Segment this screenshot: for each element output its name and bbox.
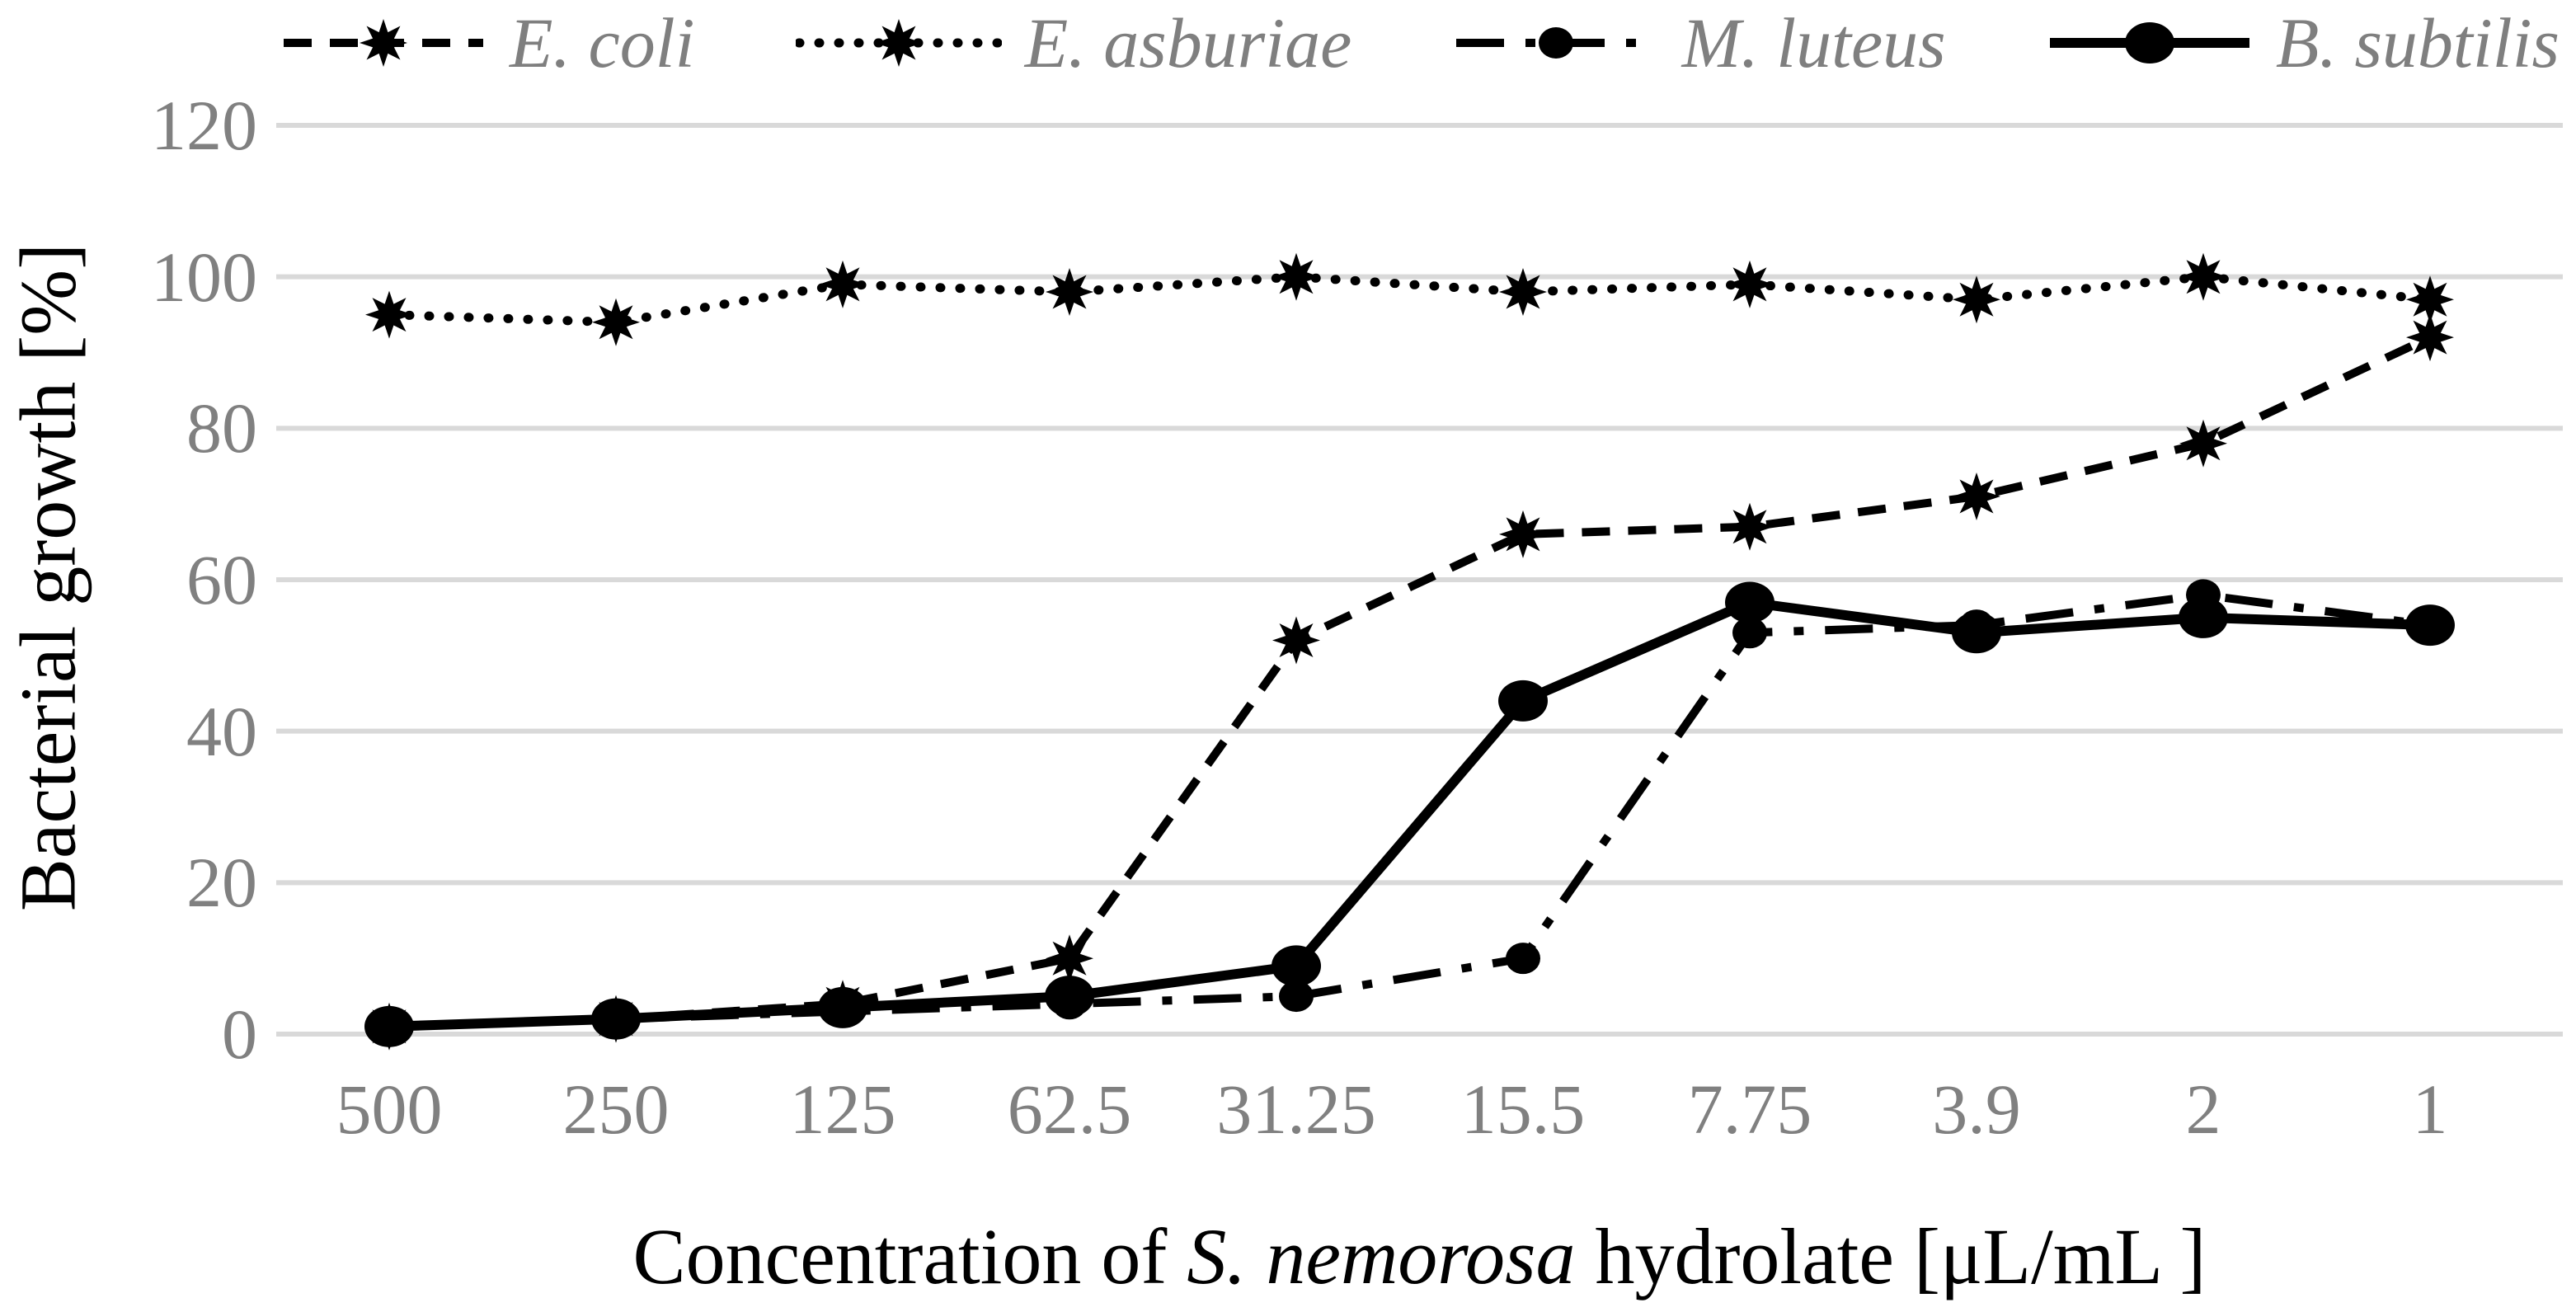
star-marker <box>819 260 867 308</box>
x-tick-label: 125 <box>789 1070 896 1149</box>
small-circle-marker <box>1506 943 1540 975</box>
star-marker <box>1953 473 2000 520</box>
x-tick-label: 62.5 <box>1007 1070 1132 1149</box>
chart-legend: E. coli E. asburiae M. luteus B. subtilis <box>280 2 2560 84</box>
star-marker <box>1499 268 1547 316</box>
star-marker <box>1046 934 1093 983</box>
x-axis-title-prefix: Concentration of <box>632 1212 1187 1300</box>
legend-item-m-luteus: M. luteus <box>1453 2 1946 84</box>
star-marker <box>1726 502 1774 551</box>
y-tick-label: 120 <box>151 86 257 165</box>
star-marker <box>2179 419 2227 468</box>
x-tick-label: 1 <box>2412 1070 2448 1149</box>
legend-label: E. coli <box>510 3 695 82</box>
circle-marker <box>364 1005 414 1047</box>
x-tick-label: 31.25 <box>1216 1070 1376 1149</box>
star-marker <box>2406 313 2454 362</box>
series-line-e-asburiae <box>384 272 2435 327</box>
series-e-asburiae <box>365 252 2454 346</box>
star-marker <box>360 19 407 67</box>
y-tick-label: 40 <box>186 691 257 771</box>
x-axis-title-species: S. nemorosa <box>1187 1212 1576 1300</box>
circle-marker <box>1272 945 1321 987</box>
legend-key-m-luteus-icon <box>1455 27 1656 59</box>
circle-marker <box>2405 604 2455 647</box>
legend-key-e-asburiae-icon <box>795 19 1002 67</box>
series-m-luteus <box>372 579 2447 1042</box>
x-tick-label: 15.5 <box>1460 1070 1586 1149</box>
star-marker <box>874 19 923 67</box>
star-marker <box>2179 252 2227 301</box>
series-b-subtilis <box>364 581 2455 1047</box>
y-tick-label: 0 <box>222 995 257 1074</box>
x-axis-title: Concentration of S. nemorosa hydrolate [… <box>276 1211 2563 1302</box>
y-tick-label: 20 <box>186 843 257 923</box>
star-marker <box>2406 275 2454 324</box>
series-line-b-subtilis <box>388 597 2431 1032</box>
series-line-e-coli <box>388 333 2433 1031</box>
legend-item-e-coli: E. coli <box>280 2 695 84</box>
x-tick-label: 500 <box>336 1070 443 1149</box>
star-marker <box>1272 616 1320 665</box>
circle-marker <box>1045 976 1094 1018</box>
y-tick-label: 100 <box>151 237 257 317</box>
star-marker <box>1046 268 1093 316</box>
x-axis-title-suffix: hydrolate [μL/mL ] <box>1575 1212 2207 1300</box>
circle-marker <box>1952 612 2001 654</box>
series-e-coli <box>365 313 2454 1051</box>
x-tick-label: 2 <box>2185 1070 2221 1149</box>
legend-label: M. luteus <box>1681 3 1946 82</box>
small-circle-marker <box>1279 980 1314 1013</box>
x-tick-label: 3.9 <box>1932 1070 2021 1149</box>
star-marker <box>1953 275 2000 324</box>
circle-marker <box>2179 596 2228 638</box>
legend-label: B. subtilis <box>2275 3 2560 82</box>
gridlines <box>276 123 2563 1037</box>
circle-marker <box>818 986 867 1028</box>
circle-marker <box>1725 581 1775 623</box>
small-circle-marker <box>1538 27 1573 59</box>
star-marker <box>1726 260 1774 308</box>
legend-item-e-asburiae: E. asburiae <box>795 2 1352 84</box>
circle-marker <box>1498 680 1548 722</box>
legend-key-e-coli-icon <box>284 19 483 67</box>
series-line-m-luteus <box>388 590 2431 1031</box>
y-tick-label: 80 <box>186 388 257 468</box>
circle-marker <box>2124 22 2174 63</box>
circle-marker <box>591 998 641 1040</box>
y-tick-label: 60 <box>186 540 257 619</box>
small-circle-marker <box>1732 617 1767 649</box>
x-tick-label: 250 <box>562 1070 670 1149</box>
star-marker <box>592 298 640 346</box>
legend-key-b-subtilis-icon <box>2049 22 2249 63</box>
legend-item-b-subtilis: B. subtilis <box>2047 2 2560 84</box>
star-marker <box>1272 252 1320 301</box>
y-axis-title: Bacterial growth [%] <box>3 242 92 912</box>
x-tick-label: 7.75 <box>1687 1070 1812 1149</box>
legend-label: E. asburiae <box>1024 3 1352 82</box>
star-marker <box>365 290 413 339</box>
star-marker <box>1499 510 1547 558</box>
